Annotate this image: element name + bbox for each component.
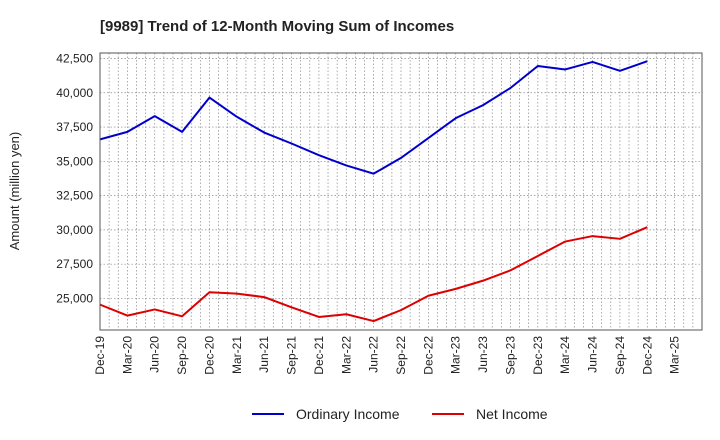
x-tick-label: Mar-23 — [449, 336, 463, 374]
x-tick-label: Mar-22 — [339, 336, 353, 374]
x-tick-label: Dec-19 — [93, 336, 107, 375]
legend-net-income: Net Income — [476, 406, 548, 422]
legend: Ordinary Income Net Income — [252, 406, 548, 422]
x-tick-label: Mar-21 — [230, 336, 244, 374]
y-tick-label: 35,000 — [56, 154, 93, 168]
x-axis-ticks: Dec-19 Mar-20 Jun-20 Sep-20 Dec-20 Mar-21 Jun-… — [93, 336, 682, 375]
x-tick-label: Jun-24 — [586, 336, 600, 373]
y-tick-label: 30,000 — [56, 223, 93, 237]
x-tick-label: Jun-20 — [148, 336, 162, 373]
y-tick-label: 25,000 — [56, 291, 93, 305]
x-tick-label: Mar-24 — [558, 336, 572, 374]
x-tick-label: Sep-24 — [613, 336, 627, 375]
x-tick-label: Dec-23 — [531, 336, 545, 375]
plot-frame — [99, 52, 703, 331]
y-tick-label: 42,500 — [56, 51, 93, 65]
y-tick-label: 40,000 — [56, 86, 93, 100]
y-axis-label: Amount (million yen) — [7, 132, 22, 251]
chart-title: [9989] Trend of 12-Month Moving Sum of I… — [100, 18, 454, 35]
grid — [100, 53, 702, 330]
x-tick-label: Mar-20 — [120, 336, 134, 374]
x-tick-label: Sep-20 — [175, 336, 189, 375]
x-tick-label: Dec-22 — [421, 336, 435, 375]
x-tick-label: Sep-22 — [394, 336, 408, 375]
y-tick-label: 32,500 — [56, 189, 93, 203]
x-tick-label: Dec-24 — [640, 336, 654, 375]
x-tick-label: Jun-22 — [367, 336, 381, 373]
legend-ordinary-income: Ordinary Income — [296, 406, 400, 422]
x-tick-label: Jun-23 — [476, 336, 490, 373]
series-lines — [99, 60, 648, 323]
y-axis-ticks: 25,000 27,500 30,000 32,500 35,000 37,500 40,0… — [56, 51, 93, 305]
x-tick-label: Sep-21 — [285, 336, 299, 375]
x-tick-label: Dec-20 — [202, 336, 216, 375]
x-tick-label: Jun-21 — [257, 336, 271, 373]
x-tick-label: Sep-23 — [503, 336, 517, 375]
y-tick-label: 27,500 — [56, 257, 93, 271]
x-tick-label: Mar-25 — [668, 336, 682, 374]
x-tick-label: Dec-21 — [312, 336, 326, 375]
y-tick-label: 37,500 — [56, 120, 93, 134]
